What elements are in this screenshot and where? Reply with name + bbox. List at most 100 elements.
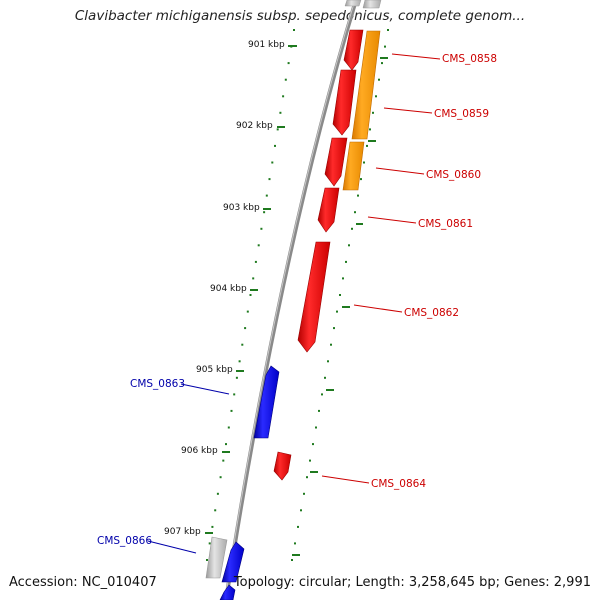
label-CMS_0862: CMS_0862: [353, 304, 459, 319]
gene-orange-1[interactable]: [351, 30, 381, 140]
tick-marks: 901 kbp 902 kbp 903 kbp 904 kbp 905 kbp …: [164, 40, 388, 556]
minor-tick-dot: [222, 459, 225, 462]
minor-tick-dot: [225, 443, 227, 446]
gene-grey-bottom[interactable]: [205, 536, 228, 579]
minor-tick-dot: [249, 294, 252, 296]
minor-tick-dot: [321, 393, 323, 396]
tick-902: 902 kbp: [236, 121, 376, 142]
label-CMS_0859: CMS_0859: [383, 107, 489, 120]
minor-tick-dot: [276, 128, 279, 131]
minor-tick-dot: [293, 29, 295, 31]
minor-tick-dot: [233, 393, 236, 396]
gene-CMS_0860[interactable]: [324, 137, 348, 187]
minor-tick-dot: [360, 178, 362, 181]
tick-label-907: 907 kbp: [164, 527, 201, 537]
minor-tick-dot: [265, 194, 268, 197]
minor-tick-dot: [351, 227, 353, 230]
tick-907: 907 kbp: [164, 527, 300, 556]
gene-CMS_0866[interactable]: [221, 541, 245, 583]
minor-tick-dot: [357, 194, 359, 197]
gene-CMS_0862[interactable]: [297, 241, 331, 353]
label-CMS_0866: CMS_0866: [97, 535, 197, 554]
minor-tick-dot: [312, 443, 314, 446]
minor-tick-dot: [244, 327, 247, 330]
minor-tick-dot: [291, 559, 293, 561]
map-title: Clavibacter michiganensis subsp. sepedon…: [74, 8, 526, 24]
minor-tick-dot: [274, 144, 276, 147]
genome-backbone: [224, 0, 358, 600]
tick-label-905: 905 kbp: [196, 365, 233, 375]
minor-tick-dot: [336, 310, 338, 313]
minor-tick-dot: [279, 111, 282, 114]
tick-904: 904 kbp: [210, 284, 350, 308]
gene-orange-2[interactable]: [342, 141, 365, 191]
minor-tick-dot: [227, 426, 230, 429]
svg-text:CMS_0861: CMS_0861: [418, 218, 473, 230]
minor-tick-dot: [378, 78, 380, 81]
svg-text:CMS_0863: CMS_0863: [130, 378, 185, 390]
svg-text:CMS_0862: CMS_0862: [404, 307, 459, 319]
minor-tick-dot: [246, 310, 249, 313]
label-CMS_0858: CMS_0858: [391, 53, 497, 65]
label-CMS_0860: CMS_0860: [375, 167, 481, 181]
tick-label-906: 906 kbp: [181, 446, 218, 456]
tick-903: 903 kbp: [223, 203, 363, 225]
gene-CMS_0858[interactable]: [343, 29, 364, 71]
minor-tick-dot: [303, 492, 305, 495]
minor-tick-dot: [294, 542, 296, 545]
minor-tick-dot: [333, 327, 335, 330]
minor-tick-dot: [206, 559, 208, 561]
minor-tick-dot: [216, 492, 219, 495]
minor-tick-dot: [211, 525, 214, 528]
tick-901: 901 kbp: [248, 40, 388, 59]
gene-CMS_0864[interactable]: [273, 451, 292, 481]
label-CMS_0863: CMS_0863: [130, 378, 230, 395]
minor-tick-dot: [375, 95, 377, 98]
minor-tick-dot: [230, 409, 233, 412]
accession-label: Accession: NC_010407: [9, 575, 157, 590]
minor-tick-dot: [268, 178, 271, 181]
minor-tick-dot: [235, 376, 238, 379]
minor-tick-dot: [348, 244, 350, 247]
tick-905: 905 kbp: [196, 365, 334, 391]
minor-tick-dot: [381, 62, 383, 65]
label-CMS_0861: CMS_0861: [367, 216, 473, 230]
minor-tick-dot: [354, 211, 356, 214]
minor-tick-dot: [257, 244, 260, 247]
minor-tick-dot: [387, 29, 389, 31]
gene-CMS_0859[interactable]: [332, 69, 357, 136]
svg-text:CMS_0860: CMS_0860: [426, 169, 481, 181]
tick-label-901: 901 kbp: [248, 40, 285, 50]
minor-tick-dot: [342, 277, 344, 280]
gene-blue-bottom[interactable]: [219, 584, 236, 600]
minor-tick-dot: [238, 360, 241, 363]
genome-backbone-highlight: [224, 0, 356, 600]
svg-text:CMS_0859: CMS_0859: [434, 108, 489, 120]
minor-tick-dot: [363, 161, 365, 164]
minor-tick-dot: [369, 128, 371, 131]
minor-tick-dot: [208, 542, 211, 545]
minor-tick-dot: [263, 211, 266, 214]
gene-CMS_0863[interactable]: [253, 365, 280, 439]
minor-tick-dot: [297, 525, 299, 528]
minor-tick-dot: [300, 509, 302, 512]
svg-text:CMS_0866: CMS_0866: [97, 535, 152, 547]
outer-tick-track: [291, 29, 389, 561]
minor-tick-dot: [214, 509, 217, 512]
minor-tick-dot: [384, 45, 386, 48]
minor-tick-dot: [372, 111, 374, 114]
minor-tick-dot: [315, 426, 317, 429]
minor-tick-dot: [284, 78, 287, 81]
minor-tick-dot: [260, 227, 263, 230]
minor-tick-dot: [324, 376, 326, 379]
minor-tick-dot: [241, 343, 244, 346]
minor-tick-dot: [271, 161, 274, 164]
gene-CMS_0861[interactable]: [317, 187, 340, 233]
minor-tick-dot: [306, 476, 308, 479]
tick-label-903: 903 kbp: [223, 203, 260, 213]
minor-tick-dot: [318, 409, 320, 412]
svg-text:CMS_0864: CMS_0864: [371, 478, 426, 490]
minor-tick-dot: [309, 459, 311, 462]
minor-tick-dot: [327, 360, 329, 363]
